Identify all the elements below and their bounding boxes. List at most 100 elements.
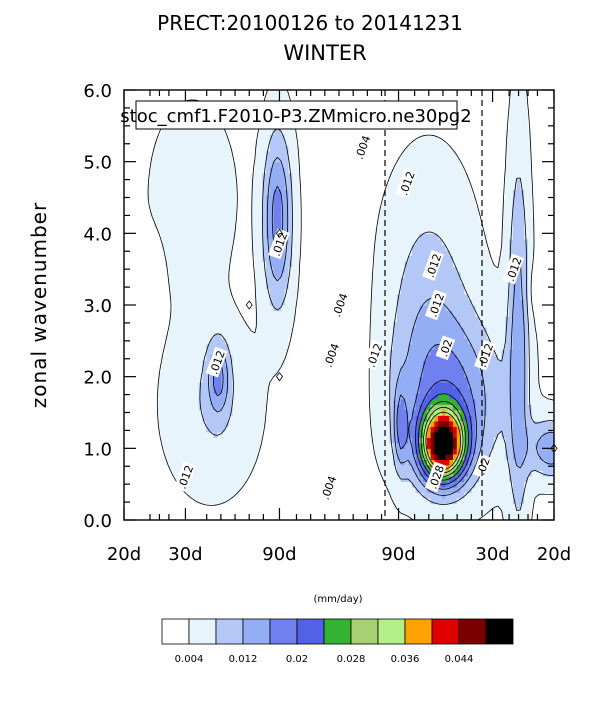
contour-cell — [441, 409, 447, 416]
contour-cell — [456, 453, 462, 460]
contour-cell — [337, 503, 342, 510]
contour-cell — [423, 282, 428, 290]
contour-cell — [299, 442, 305, 449]
contour-cell — [262, 332, 267, 339]
contour-cell — [382, 420, 387, 427]
contour-cell — [329, 404, 334, 411]
contour-cell — [404, 360, 409, 367]
contour-cell — [396, 293, 402, 301]
contour-cell — [542, 508, 548, 516]
contour-cell — [456, 503, 462, 510]
contour-cell — [486, 497, 492, 505]
contour-cell — [150, 481, 155, 488]
contour-cell — [389, 464, 394, 471]
contour-cell — [396, 431, 402, 438]
contour-cell — [322, 437, 327, 444]
contour-cell — [191, 305, 196, 312]
contour-cell — [284, 282, 290, 290]
contour-cell — [494, 442, 499, 449]
contour-cell — [142, 316, 148, 323]
contour-cell — [471, 448, 477, 455]
contour-cell — [497, 459, 503, 466]
contour-cell — [441, 382, 447, 389]
contour-cell — [318, 282, 323, 290]
contour-cell — [142, 497, 148, 505]
contour-cell — [124, 277, 129, 284]
contour-cell — [206, 431, 211, 438]
contour-cell — [524, 409, 529, 416]
contour-cell — [221, 293, 226, 301]
contour-cell — [382, 293, 387, 301]
contour-cell — [161, 371, 166, 378]
contour-cell — [127, 277, 133, 284]
contour-cell — [546, 387, 551, 394]
contour-cell — [127, 321, 133, 328]
contour-cell — [277, 486, 282, 494]
contour-cell — [228, 382, 234, 389]
contour-cell — [374, 437, 379, 444]
contour-cell — [251, 426, 256, 433]
contour-cell — [340, 481, 346, 488]
contour-cell — [172, 393, 177, 400]
contour-cell — [453, 426, 458, 433]
contour-cell — [168, 453, 174, 460]
contour-cell — [221, 453, 226, 460]
contour-cell — [539, 376, 544, 383]
contour-cell — [322, 459, 327, 466]
contour-cell — [165, 486, 170, 494]
contour-cell — [539, 338, 544, 345]
contour-cell — [138, 453, 144, 460]
contour-cell — [486, 310, 492, 317]
contour-cell — [288, 288, 293, 295]
contour-cell — [426, 299, 432, 306]
contour-cell — [236, 349, 241, 356]
contour-cell — [441, 442, 447, 449]
contour-cell — [385, 492, 391, 499]
contour-cell — [445, 376, 450, 383]
contour-cell — [550, 282, 554, 290]
contour-cell — [542, 349, 548, 356]
contour-cell — [288, 293, 293, 301]
contour-cell — [374, 492, 379, 499]
contour-cell — [415, 437, 420, 444]
contour-cell — [236, 398, 241, 405]
contour-cell — [254, 387, 260, 394]
contour-cell — [187, 415, 192, 422]
contour-cell — [131, 349, 136, 356]
contour-cell — [382, 393, 387, 400]
contour-cell — [539, 409, 544, 416]
contour-cell — [359, 409, 364, 416]
contour-cell — [176, 343, 181, 350]
contour-cell — [135, 277, 140, 284]
contour-cell — [172, 415, 177, 422]
contour-cell — [460, 305, 465, 312]
contour-cell — [512, 448, 518, 455]
contour-cell — [453, 338, 458, 345]
contour-cell — [512, 343, 518, 350]
contour-cell — [146, 448, 151, 455]
contour-cell — [228, 365, 234, 372]
contour-cell — [254, 415, 260, 422]
contour-cell — [367, 420, 372, 427]
contour-cell — [509, 453, 514, 460]
contour-cell — [449, 382, 454, 389]
contour-cell — [153, 387, 159, 394]
contour-cell — [430, 503, 435, 510]
contour-cell — [546, 310, 551, 317]
contour-cell — [318, 459, 323, 466]
contour-cell — [236, 365, 241, 372]
contour-cell — [546, 316, 551, 323]
contour-cell — [411, 437, 417, 444]
contour-cell — [217, 497, 222, 505]
contour-cell — [535, 420, 540, 427]
contour-cell — [224, 332, 230, 339]
contour-cell — [490, 464, 495, 471]
contour-cell — [352, 393, 357, 400]
contour-cell — [344, 343, 349, 350]
contour-cell — [453, 442, 458, 449]
contour-cell — [419, 453, 424, 460]
contour-cell — [404, 486, 409, 494]
contour-cell — [221, 387, 226, 394]
contour-cell — [195, 431, 200, 438]
contour-cell — [288, 409, 293, 416]
